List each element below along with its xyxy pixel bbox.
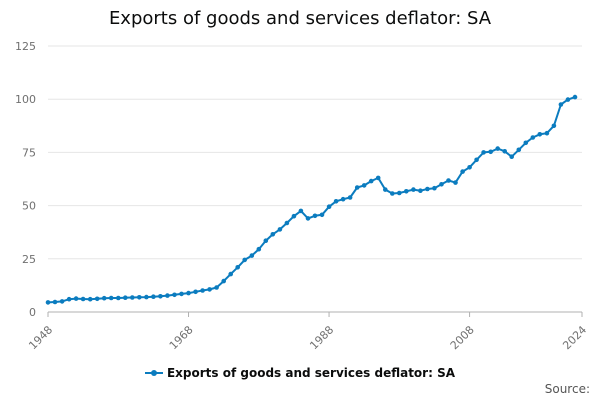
- data-point: [572, 94, 578, 100]
- data-point: [228, 271, 233, 277]
- y-tick-label: 75: [22, 146, 36, 159]
- data-point: [172, 292, 177, 298]
- data-point: [284, 220, 290, 226]
- y-tick-label: 50: [22, 200, 36, 213]
- series-line: [47, 96, 576, 304]
- data-point: [432, 185, 437, 191]
- data-point: [544, 130, 550, 136]
- data-point: [495, 146, 501, 151]
- data-point: [298, 208, 304, 214]
- data-point: [446, 178, 451, 183]
- data-point: [123, 295, 128, 301]
- data-point: [249, 253, 255, 258]
- data-point: [383, 187, 388, 192]
- data-point: [291, 213, 297, 219]
- x-tick-label: 2008: [448, 323, 477, 352]
- grid-layer: [48, 45, 582, 260]
- data-point: [116, 295, 121, 301]
- data-point: [277, 227, 283, 232]
- legend-swatch: [144, 368, 163, 378]
- data-point: [467, 165, 472, 170]
- data-point: [390, 191, 395, 196]
- data-point: [551, 123, 557, 129]
- data-point: [45, 300, 51, 305]
- data-point: [397, 190, 402, 196]
- data-point: [158, 294, 163, 299]
- data-point: [305, 216, 311, 221]
- data-point: [221, 278, 226, 284]
- data-point: [73, 296, 79, 301]
- data-point: [474, 157, 479, 163]
- data-point: [263, 238, 269, 243]
- x-tick-label: 2024: [560, 323, 589, 352]
- data-point: [354, 185, 360, 190]
- data-point: [256, 246, 262, 252]
- data-point: [481, 150, 486, 155]
- data-point: [144, 294, 149, 300]
- source-label: Source:: [544, 382, 590, 396]
- series-layer: [45, 94, 578, 305]
- data-point: [193, 289, 198, 295]
- legend-label: Exports of goods and services deflator: …: [166, 366, 456, 380]
- data-point: [312, 213, 318, 219]
- data-point: [242, 257, 247, 263]
- y-tick-label: 25: [22, 253, 36, 266]
- data-point: [52, 299, 58, 305]
- y-tick-label: 100: [15, 93, 36, 106]
- data-point: [530, 135, 536, 140]
- data-point: [130, 295, 135, 300]
- data-point: [94, 296, 100, 302]
- data-point: [186, 290, 191, 296]
- data-point: [453, 180, 458, 185]
- data-point: [361, 183, 367, 188]
- x-tick-label: 1988: [307, 323, 336, 352]
- data-point: [375, 175, 381, 181]
- data-point: [368, 178, 374, 184]
- data-point: [404, 189, 409, 194]
- data-point: [200, 288, 205, 293]
- data-point: [101, 295, 107, 301]
- data-point: [179, 291, 184, 297]
- data-point: [347, 195, 353, 200]
- data-point: [460, 169, 465, 174]
- data-point: [537, 132, 543, 137]
- y-tick-label: 0: [29, 306, 36, 319]
- legend[interactable]: Exports of goods and services deflator: …: [0, 366, 600, 380]
- x-tick-label: 1968: [167, 323, 196, 352]
- data-point: [418, 188, 423, 193]
- data-point: [108, 295, 114, 301]
- data-point: [80, 296, 86, 302]
- data-point: [516, 147, 522, 153]
- data-point: [340, 196, 346, 202]
- data-point: [207, 287, 212, 292]
- data-point: [558, 102, 564, 107]
- data-point: [523, 140, 529, 146]
- data-point: [151, 294, 156, 300]
- data-point: [333, 199, 339, 204]
- data-point: [66, 296, 72, 302]
- data-point: [165, 293, 170, 298]
- data-point: [502, 149, 508, 154]
- data-point: [59, 299, 65, 304]
- data-point: [488, 149, 494, 155]
- data-point: [326, 204, 332, 209]
- data-point: [270, 232, 276, 237]
- x-tick-label: 1948: [26, 323, 55, 352]
- axis-layer: 0 25 50 75 100 125 1948 1968 1988 2008 2024: [15, 40, 589, 352]
- data-point: [509, 154, 514, 159]
- chart-title: Exports of goods and services deflator: …: [108, 8, 492, 29]
- data-point: [425, 186, 430, 192]
- y-tick-label: 125: [15, 40, 36, 53]
- data-point: [565, 97, 571, 102]
- data-point: [87, 296, 93, 302]
- data-point: [439, 182, 444, 187]
- data-point: [319, 212, 325, 218]
- data-point: [411, 187, 416, 192]
- data-point: [214, 285, 219, 290]
- data-point: [137, 295, 142, 300]
- data-point: [235, 265, 240, 270]
